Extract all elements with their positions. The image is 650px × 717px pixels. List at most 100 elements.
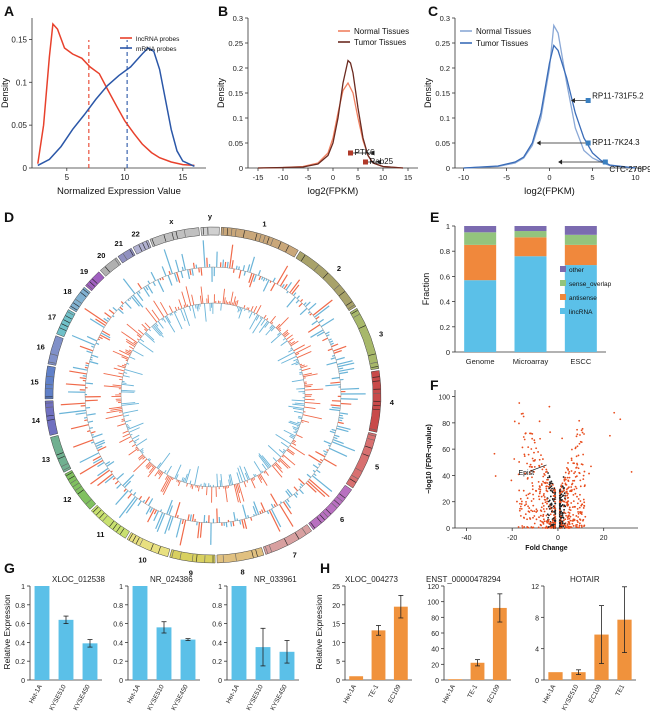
inner-track-bar [258,455,269,469]
volcano-point [541,468,544,471]
y-tick-label: 0.2 [440,64,450,73]
volcano-point [559,511,561,513]
volcano-point [552,523,555,526]
volcano-point [570,486,573,488]
y-tick-label: 100 [438,395,450,402]
volcano-point [527,446,530,448]
volcano-point [565,488,568,491]
inner-track-bar [302,372,312,376]
outer-track-bar [330,357,336,360]
volcano-point [577,512,580,515]
x-axis-label: Fold Change [525,545,567,552]
y-tick-label: 12 [531,584,539,591]
outer-track-bar [235,265,238,270]
inner-track-bar [160,475,170,492]
outer-track-bar [239,520,242,525]
volcano-point [546,500,549,503]
y-tick-label: 80 [431,615,439,622]
volcano-point [566,518,569,520]
x-tick-label: 5 [590,173,594,182]
volcano-point [560,515,563,518]
volcano-point [575,435,578,438]
volcano-point [527,510,530,513]
panel-letters: A B C D E F G H [4,3,439,576]
volcano-point [535,511,538,513]
outer-track-bar [123,488,127,492]
y-tick-label: 15 [332,622,340,629]
inner-track-bar [261,470,264,473]
volcano-point [542,458,544,460]
x-tick-label: 15 [404,173,412,182]
outer-track-bar [272,277,276,283]
volcano-point [562,494,565,497]
outer-track-bar [176,272,181,283]
outer-track-bar [69,370,87,375]
inner-track-bar [151,325,161,337]
outer-track-bar [191,268,194,276]
outer-track-bar [323,453,327,456]
outer-track-bar [161,277,164,281]
inner-track-bar [121,364,126,367]
inner-track-bar [274,463,283,473]
panel-b-density-plot: -15 -10 -5 0 5 10 15 0 0.05 0.1 0.15 0.2 0.25 0.3 log2… [216,14,418,197]
volcano-point [561,482,564,485]
inner-track-bar [112,350,129,359]
x-tick-label: TE1 [614,683,626,697]
y-tick-label: 0.2 [233,64,243,73]
outer-track-bar [122,278,136,295]
subchart-title: ENST_00000478294 [426,575,501,584]
outer-track-bar [243,519,248,529]
marker-arrowhead [558,159,563,165]
volcano-point [562,476,565,478]
volcano-point [533,470,535,473]
inner-track-bar [292,426,299,430]
outer-track-bar [331,376,340,380]
outer-track-bar [340,387,360,390]
inner-track-bar [136,334,142,339]
volcano-point [524,513,527,516]
outer-track-bar [299,483,304,487]
outer-track-bar [130,296,140,307]
y-tick-label: 0 [435,678,439,685]
cytoband [171,232,174,240]
outer-track-bar [298,302,303,308]
inner-track-bar [138,455,145,461]
y-tick-label: 0.6 [440,272,450,281]
x-tick-label: KYSE510 [561,683,581,712]
cytoband [179,552,182,560]
inner-track-bar [121,403,139,406]
volcano-point [566,501,569,504]
volcano-point [582,518,585,521]
volcano-point [579,500,582,502]
x-tick-label: Het-1A [342,683,358,705]
cytoband [183,229,186,237]
outer-track-bar [137,282,143,290]
outer-track-bar [147,284,154,294]
stacked-bar-antisense [464,244,497,281]
volcano-point [551,497,554,500]
volcano-point [523,453,526,456]
y-tick-label: 0 [23,164,28,173]
volcano-point [541,520,543,523]
y-tick-label: 0.6 [212,622,222,629]
outer-track-bar [144,496,151,504]
outer-track-bar [329,447,348,457]
outer-track-bar [120,301,124,305]
outer-track-bar [333,350,342,354]
outer-track-bar [65,383,86,386]
bar [34,586,50,680]
cytoband [265,546,268,554]
cytoband [58,455,65,460]
inner-track-bar [284,332,290,338]
inner-track-bar [239,307,242,312]
volcano-point [547,500,550,503]
outer-track-bar [262,277,266,282]
volcano-point [521,525,524,527]
volcano-point [523,438,526,441]
cytoband [351,310,358,315]
outer-track-bar [300,299,304,303]
volcano-point [565,483,568,486]
marker-arrowhead [377,159,381,165]
volcano-point [559,490,561,493]
volcano-point [564,518,567,521]
